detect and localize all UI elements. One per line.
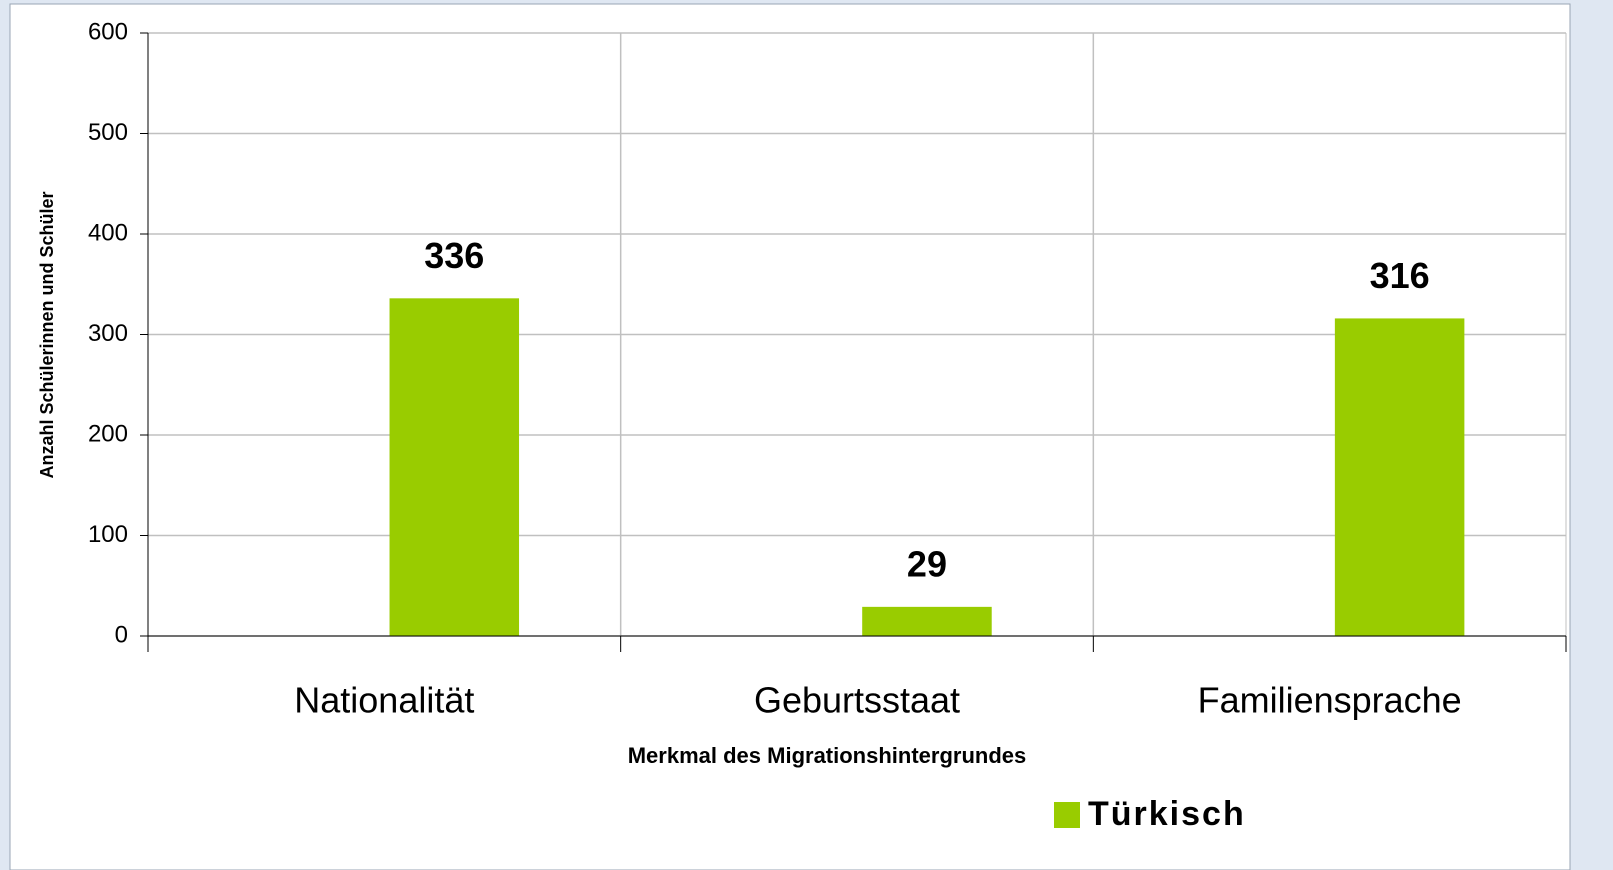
x-tick-label: Familiensprache: [1198, 680, 1462, 721]
y-tick-label: 0: [115, 621, 128, 648]
x-axis-title: Merkmal des Migrationshintergrundes: [628, 743, 1027, 768]
y-tick-label: 400: [88, 219, 128, 246]
x-tick-label: Nationalität: [294, 680, 474, 721]
y-tick-label: 500: [88, 119, 128, 146]
y-tick-label: 300: [88, 320, 128, 347]
y-tick-label: 100: [88, 521, 128, 548]
bar: [1334, 318, 1465, 636]
data-label: 316: [1370, 255, 1430, 296]
y-tick-label: 600: [88, 18, 128, 45]
legend-swatch: [1054, 802, 1080, 828]
bar: [389, 298, 520, 636]
data-label: 29: [907, 543, 947, 584]
y-axis-title: Anzahl Schülerinnen und Schüler: [37, 191, 57, 478]
data-label: 336: [424, 235, 484, 276]
legend-label: Türkisch: [1088, 795, 1246, 833]
x-tick-label: Geburtsstaat: [754, 680, 960, 721]
y-tick-label: 200: [88, 420, 128, 447]
chart-area: [9, 3, 1571, 870]
bar: [862, 606, 992, 636]
